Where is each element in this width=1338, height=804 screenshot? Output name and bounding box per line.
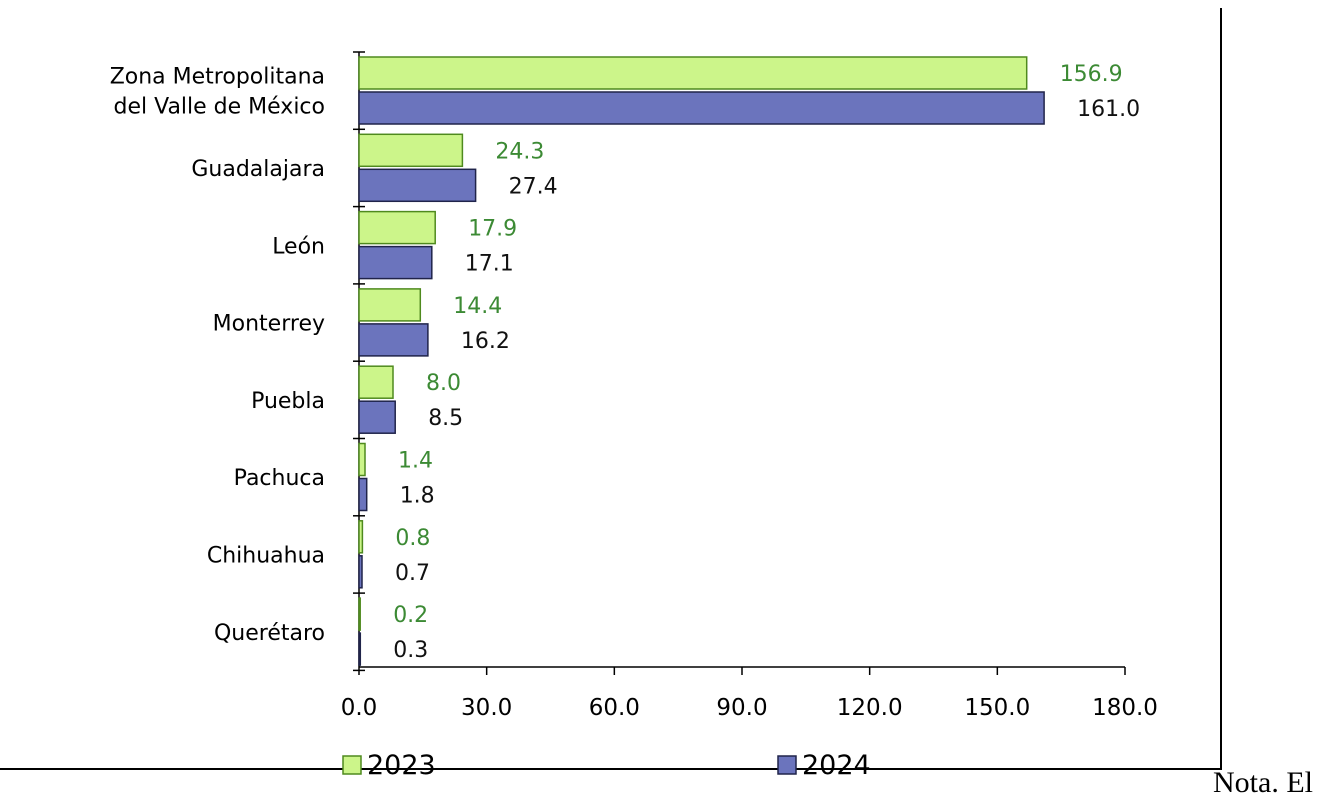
x-tick-label: 0.0 (341, 695, 378, 721)
bar-2023 (358, 442, 366, 477)
x-tick-label: 150.0 (964, 695, 1030, 721)
legend-swatch-2024 (777, 755, 797, 775)
bar-2023 (358, 520, 364, 554)
category-label: Pachuca (234, 466, 325, 491)
category-label: León (272, 234, 325, 259)
bar-2023 (358, 288, 422, 322)
category-label: del Valle de México (114, 95, 326, 120)
bar-2024 (358, 477, 368, 512)
bar-2023 (358, 56, 1028, 90)
bar-2023 (358, 365, 394, 399)
data-label-2023: 17.9 (468, 217, 517, 242)
category-label: Zona Metropolitana (110, 65, 325, 90)
x-tick-label: 180.0 (1092, 695, 1158, 721)
data-label-2024: 8.5 (428, 406, 463, 431)
data-label-2023: 1.4 (398, 449, 433, 474)
category-label: Monterrey (213, 312, 325, 337)
bar-2024 (358, 555, 363, 589)
note-text: Nota. El (1213, 766, 1313, 799)
data-label-2024: 161.0 (1077, 97, 1140, 122)
data-label-2023: 8.0 (426, 371, 461, 396)
x-tick-label: 30.0 (461, 695, 512, 721)
legend-swatch-2023 (342, 755, 362, 775)
data-label-2024: 0.3 (393, 638, 428, 663)
bar-2024 (358, 632, 362, 666)
data-label-2024: 0.7 (395, 561, 430, 586)
bar-2024 (358, 91, 1045, 125)
bar-2024 (358, 168, 477, 203)
bar-2023 (358, 597, 361, 631)
frame-bottom-border (0, 768, 1222, 770)
data-label-2023: 156.9 (1060, 62, 1123, 87)
legend-label-2024: 2024 (802, 750, 871, 781)
data-label-2024: 17.1 (465, 252, 514, 277)
bar-2024 (358, 245, 433, 280)
frame-right-border (1220, 8, 1222, 770)
category-label: Guadalajara (191, 157, 325, 182)
legend-label-2023: 2023 (367, 750, 436, 781)
data-label-2023: 24.3 (495, 139, 544, 164)
data-label-2024: 16.2 (461, 329, 510, 354)
category-label: Querétaro (214, 621, 325, 646)
bar-2023 (358, 133, 464, 168)
data-label-2024: 1.8 (400, 484, 435, 509)
category-label: Puebla (251, 389, 325, 414)
bar-2024 (358, 323, 429, 357)
data-label-2023: 0.2 (393, 603, 428, 628)
bar-2024 (358, 400, 396, 434)
x-tick-label: 120.0 (837, 695, 903, 721)
data-label-2023: 14.4 (453, 294, 502, 319)
bar-2023 (358, 210, 436, 245)
category-label: Chihuahua (207, 543, 325, 568)
x-tick-label: 60.0 (589, 695, 640, 721)
x-tick-label: 90.0 (716, 695, 767, 721)
data-label-2023: 0.8 (395, 526, 430, 551)
data-label-2024: 27.4 (509, 174, 558, 199)
